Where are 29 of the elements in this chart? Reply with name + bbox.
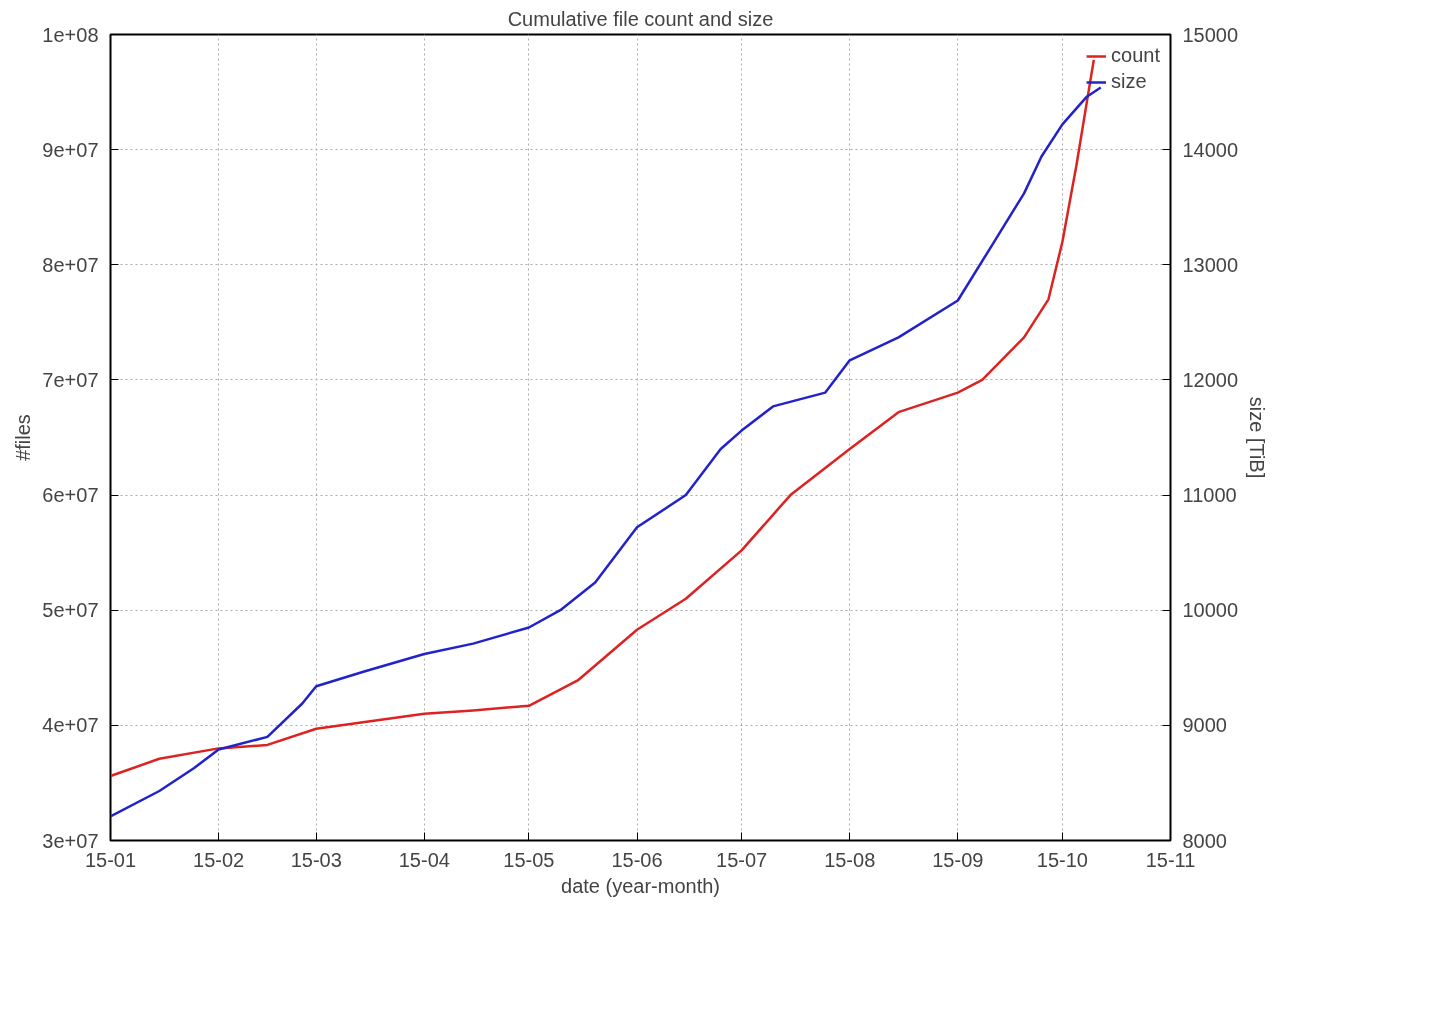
chart-title: Cumulative file count and size xyxy=(507,7,774,30)
y-tick-label: 5e+07 xyxy=(42,599,99,622)
y2-tick-label: 10000 xyxy=(1182,599,1239,622)
y2-tick-label: 12000 xyxy=(1182,368,1239,391)
legend-label: size xyxy=(1111,70,1147,93)
y-tick-label: 9e+07 xyxy=(42,138,99,161)
y-tick-label: 6e+07 xyxy=(42,484,99,507)
y2-axis-title: size [TiB] xyxy=(1246,396,1269,479)
y-tick-label: 1e+08 xyxy=(42,23,99,46)
x-tick-label: 15-06 xyxy=(611,848,663,871)
y-axis-title: #files xyxy=(12,414,35,461)
y-tick-label: 7e+07 xyxy=(42,368,99,391)
y-tick-label: 4e+07 xyxy=(42,714,99,737)
x-tick-label: 15-02 xyxy=(193,848,245,871)
y2-tick-label: 14000 xyxy=(1182,138,1239,161)
legend-label: count xyxy=(1111,44,1160,67)
x-tick-label: 15-09 xyxy=(932,848,984,871)
y2-tick-label: 15000 xyxy=(1182,23,1239,46)
x-tick-label: 15-05 xyxy=(503,848,555,871)
x-tick-label: 15-08 xyxy=(824,848,876,871)
x-tick-label: 15-04 xyxy=(398,848,450,871)
y2-tick-label: 9000 xyxy=(1182,714,1227,737)
x-tick-label: 15-07 xyxy=(716,848,768,871)
y-tick-label: 8e+07 xyxy=(42,253,99,276)
y2-tick-label: 11000 xyxy=(1182,484,1237,507)
x-axis-title: date (year-month) xyxy=(561,874,720,897)
x-tick-label: 15-03 xyxy=(290,848,342,871)
x-tick-label: 15-10 xyxy=(1036,848,1088,871)
y2-tick-label: 13000 xyxy=(1182,253,1239,276)
